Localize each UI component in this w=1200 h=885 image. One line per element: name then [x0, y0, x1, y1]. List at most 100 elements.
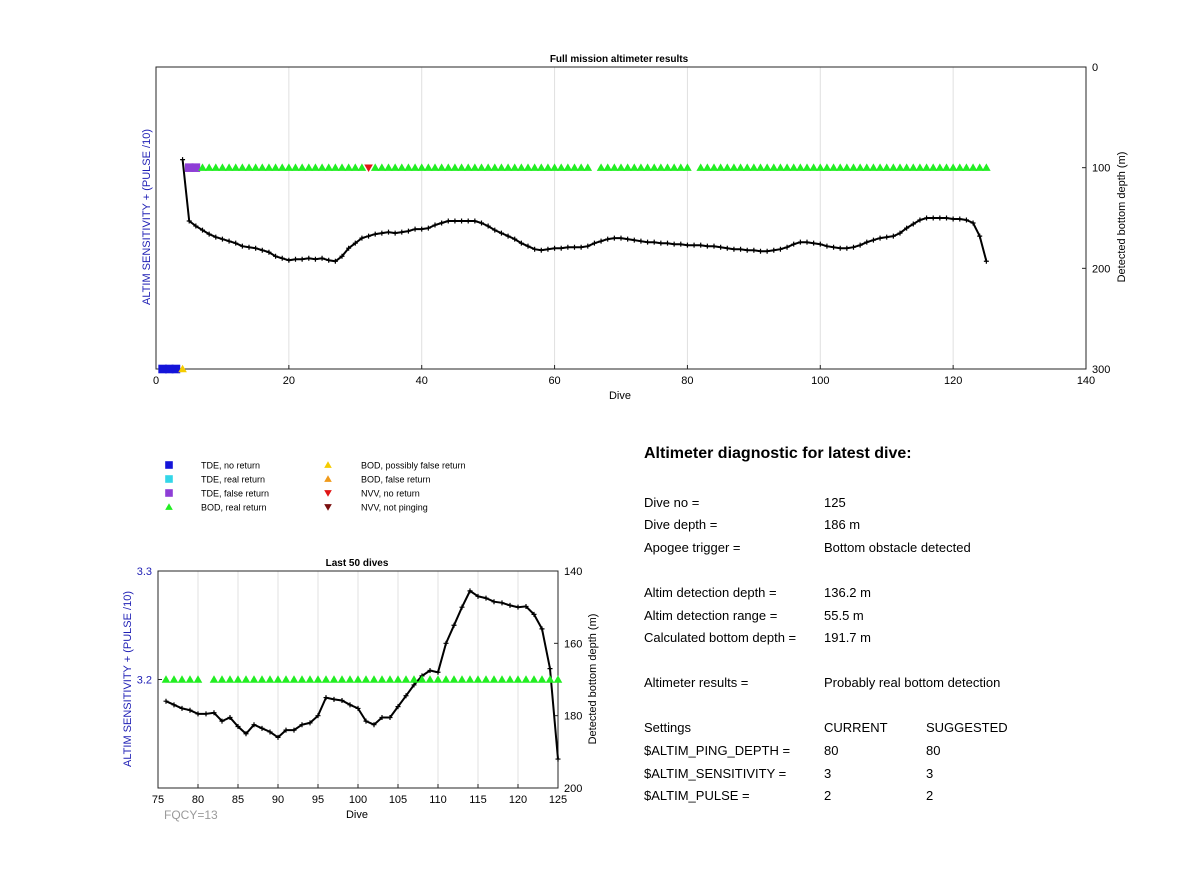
depth-point [611, 235, 617, 241]
depth-point [764, 248, 770, 254]
dive-depth-label: Dive depth = [644, 517, 718, 532]
status-marker [377, 675, 387, 683]
legend-label: BOD, real return [201, 503, 267, 513]
depth-point [355, 705, 361, 711]
status-marker [369, 675, 379, 683]
status-marker [529, 675, 539, 683]
depth-point [253, 245, 259, 251]
status-marker [490, 163, 500, 171]
status-marker [762, 163, 772, 171]
depth-point [315, 713, 321, 719]
dive-no-label: Dive no = [644, 495, 700, 510]
depth-point [731, 246, 737, 252]
depth-point [291, 727, 297, 733]
legend-label: BOD, false return [361, 475, 431, 485]
depth-point [395, 704, 401, 710]
status-marker [545, 675, 555, 683]
status-marker [291, 163, 300, 171]
depth-point [937, 215, 943, 221]
status-marker [297, 675, 307, 683]
depth-point [186, 218, 192, 224]
legend-marker [165, 489, 173, 497]
status-marker [505, 675, 515, 683]
depth-point [412, 226, 418, 232]
depth-point [547, 666, 553, 672]
status-marker [796, 163, 805, 171]
bottom-y-axis-label-left: ALTIM SENSITIVITY + (PULSE /10) [122, 591, 134, 767]
status-marker [842, 163, 852, 171]
status-marker [563, 163, 573, 171]
status-marker [497, 675, 507, 683]
marker-legend: TDE, no return TDE, real return TDE, false… [165, 461, 466, 513]
status-marker [503, 163, 513, 171]
legend-label: TDE, no return [201, 461, 260, 471]
depth-point [505, 233, 511, 239]
status-marker [709, 163, 719, 171]
depth-point [346, 245, 352, 251]
depth-point [804, 239, 810, 245]
altimeter-results-value: Probably real bottom detection [824, 675, 1001, 690]
legend-label: NVV, not pinging [361, 503, 428, 513]
bottom-chart-title: Last 50 dives [326, 558, 389, 569]
depth-point [970, 220, 976, 226]
status-marker [164, 364, 174, 374]
depth-point [275, 734, 281, 740]
depth-point [784, 244, 790, 250]
depth-point [425, 225, 431, 231]
x-tick-label: 40 [416, 375, 428, 387]
x-tick-label: 80 [192, 794, 204, 806]
depth-point [179, 705, 185, 711]
calculated-bottom-depth-label: Calculated bottom depth = [644, 630, 797, 645]
x-tick-label: 140 [1077, 375, 1095, 387]
legend-marker [324, 461, 332, 468]
depth-point [525, 243, 531, 249]
depth-point [545, 246, 551, 252]
status-marker [193, 675, 203, 683]
depth-point [498, 230, 504, 236]
depth-point [386, 229, 391, 235]
status-marker [782, 163, 792, 171]
depth-point [259, 725, 265, 731]
diagnostic-title: Altimeter diagnostic for latest dive: [644, 445, 912, 462]
legend-marker [324, 475, 332, 482]
depth-point [171, 702, 177, 708]
depth-point [711, 243, 717, 249]
status-marker [238, 163, 247, 171]
depth-point [910, 221, 916, 227]
bottom-depth-series [163, 588, 561, 762]
status-marker [178, 364, 187, 373]
depth-point [459, 604, 465, 610]
depth-point [219, 236, 225, 242]
status-marker [364, 164, 373, 172]
status-marker [882, 163, 892, 171]
status-marker [822, 163, 832, 171]
setting-suggested: 80 [926, 743, 941, 758]
depth-point [243, 731, 249, 737]
depth-point [163, 698, 169, 704]
depth-point [200, 227, 205, 233]
depth-point [950, 216, 956, 222]
x-tick-label: 60 [548, 375, 560, 387]
status-marker [241, 675, 251, 683]
status-marker [251, 163, 260, 171]
depth-point [326, 257, 332, 263]
depth-point [467, 588, 473, 594]
depth-point [864, 239, 870, 245]
top-y-axis-label-right: Detected bottom depth (m) [1116, 152, 1128, 283]
status-marker [257, 675, 267, 683]
depth-point [399, 229, 405, 235]
status-marker [217, 675, 227, 683]
status-marker [623, 163, 632, 171]
depth-point [235, 724, 241, 730]
status-marker [265, 675, 275, 683]
depth-point [507, 602, 513, 608]
bottom-y-ticks-right: 140 160 180 200 [554, 566, 582, 795]
y-tick-label-right: 0 [1092, 62, 1098, 74]
status-marker [975, 163, 985, 171]
status-marker [344, 163, 353, 171]
setting-suggested: 3 [926, 766, 934, 781]
status-marker [384, 163, 393, 171]
status-marker [171, 364, 181, 374]
status-marker [835, 163, 845, 171]
